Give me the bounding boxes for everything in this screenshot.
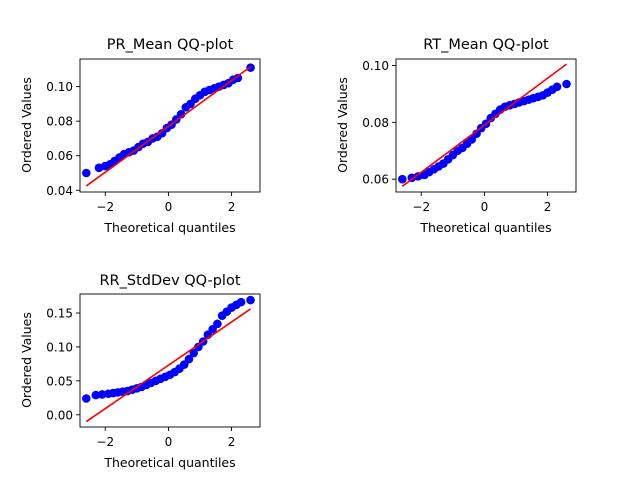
plot-area: −2 0 2 0.06 0.08 0.10 <box>362 58 577 214</box>
data-point <box>82 394 91 403</box>
subplot-rt-mean: RT_Mean QQ-plot −2 0 2 0.06 0.08 0.10 Theoret… <box>335 37 577 235</box>
y-tick-label: 0.08 <box>46 115 73 129</box>
y-tick-label: 0.15 <box>46 307 73 321</box>
fit-line <box>401 63 568 187</box>
y-tick-label: 0.06 <box>46 149 73 163</box>
x-axis-label: Theoretical quantiles <box>103 455 235 470</box>
x-tick-label: 2 <box>228 200 236 214</box>
fit-line <box>85 66 251 187</box>
x-tick-label: 2 <box>544 200 552 214</box>
x-axis-label: Theoretical quantiles <box>419 220 551 235</box>
x-tick-label: −2 <box>412 200 430 214</box>
data-point <box>184 354 194 364</box>
axes-frame <box>395 58 577 193</box>
x-tick-label: −2 <box>96 200 114 214</box>
x-tick-label: 0 <box>481 200 489 214</box>
data-point <box>562 79 571 89</box>
y-tick-label: 0.10 <box>362 59 389 73</box>
y-tick-label: 0.05 <box>46 374 73 388</box>
subplot-title: PR_Mean QQ-plot <box>107 37 234 53</box>
data-point <box>82 168 91 178</box>
y-tick-label: 0.04 <box>46 184 73 198</box>
x-tick-label: 0 <box>165 200 173 214</box>
x-tick-label: 0 <box>165 435 173 449</box>
subplot-title: RT_Mean QQ-plot <box>423 37 549 53</box>
fit-line <box>85 308 251 423</box>
data-point <box>91 390 101 400</box>
data-point <box>398 174 407 184</box>
data-point <box>467 135 477 144</box>
axes-frame <box>79 58 261 193</box>
y-axis-label: Ordered Values <box>19 312 34 408</box>
data-point <box>246 295 255 305</box>
subplot-pr-mean: PR_Mean QQ-plot −2 0 2 0.04 0.06 0.08 0.10 The… <box>19 37 261 235</box>
y-tick-label: 0.10 <box>46 340 73 354</box>
data-point <box>472 129 481 139</box>
y-tick-label: 0.10 <box>46 80 73 94</box>
data-point <box>189 348 198 358</box>
plot-area: −2 0 2 0.00 0.05 0.10 0.15 <box>46 293 261 449</box>
axes-frame <box>79 293 261 428</box>
x-tick-label: −2 <box>96 435 114 449</box>
y-axis-label: Ordered Values <box>19 77 34 173</box>
plot-area: −2 0 2 0.04 0.06 0.08 0.10 <box>46 58 261 214</box>
data-point <box>236 297 246 307</box>
data-point <box>233 73 243 83</box>
y-tick-label: 0.08 <box>362 116 389 130</box>
data-point <box>552 82 562 92</box>
y-axis-label: Ordered Values <box>335 77 350 173</box>
x-axis-label: Theoretical quantiles <box>103 220 235 235</box>
y-tick-label: 0.00 <box>46 408 73 422</box>
data-point <box>213 319 222 329</box>
y-tick-label: 0.06 <box>362 173 389 187</box>
subplot-rr-stddev: RR_StdDev QQ-plot −2 0 2 0.00 0.05 0.10 0.15 T… <box>19 273 261 470</box>
data-point <box>97 390 107 399</box>
subplot-title: RR_StdDev QQ-plot <box>99 273 240 289</box>
x-tick-label: 2 <box>228 435 236 449</box>
